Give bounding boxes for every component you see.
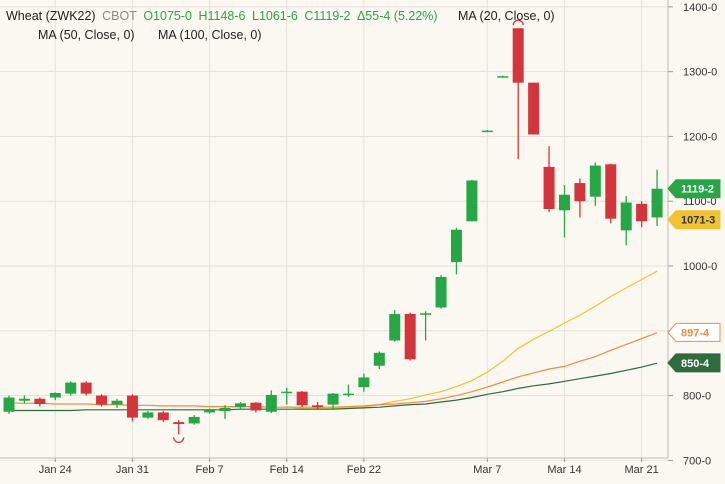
price-label-text: 897-4 — [681, 327, 710, 339]
candle-body — [497, 76, 509, 78]
candle-body — [234, 403, 246, 408]
candle-body — [528, 82, 540, 135]
candle-body — [204, 409, 216, 413]
x-tick-label: Feb 22 — [347, 464, 381, 476]
candle-body — [404, 313, 416, 360]
price-label-ma20: 1071-3 — [667, 210, 721, 230]
candle-body — [96, 395, 108, 405]
price-label-box — [667, 322, 721, 342]
high-marker — [512, 19, 524, 26]
candle-body — [18, 398, 30, 401]
candle-body — [435, 277, 447, 308]
candle-body — [111, 400, 123, 405]
open-value: 1075-0 — [153, 9, 192, 23]
price-label-box — [667, 210, 721, 230]
candle-body — [574, 183, 586, 202]
candles-layer — [3, 28, 663, 435]
legend-ma100[interactable]: MA (100, Close, 0) — [158, 28, 262, 42]
y-tick-label: 1000-0 — [683, 261, 717, 273]
candle-body — [65, 382, 77, 394]
candle-body — [49, 392, 61, 398]
candle-body — [173, 422, 185, 425]
x-tick-label: Mar 14 — [547, 464, 581, 476]
x-tick-label: Feb 7 — [196, 464, 224, 476]
candle-body — [605, 164, 617, 219]
candle-body — [250, 402, 262, 411]
open-label: O — [143, 9, 154, 23]
exchange-label: CBOT — [102, 9, 137, 23]
candle-body — [543, 166, 555, 209]
price-label-text: 1119-2 — [681, 184, 714, 196]
price-label-price: 1119-2 — [667, 179, 721, 199]
y-tick-label: 700-0 — [683, 455, 711, 467]
candle-body — [126, 395, 138, 418]
candle-body — [589, 165, 601, 197]
price-label-ma100: 850-4 — [667, 353, 721, 373]
x-tick-label: Mar 21 — [625, 464, 659, 476]
x-tick-label: Feb 14 — [270, 464, 304, 476]
candle-body — [651, 188, 663, 218]
y-tick-label: 1400-0 — [683, 2, 717, 14]
candle-body — [512, 28, 524, 83]
y-tick-label: 800-0 — [683, 391, 711, 403]
candle-body — [450, 229, 462, 263]
candle-body — [265, 394, 277, 412]
price-label-ma50: 897-4 — [667, 322, 721, 342]
candle-body — [466, 180, 478, 222]
candle-body — [620, 202, 632, 231]
x-tick-label: Jan 24 — [39, 464, 72, 476]
candle-body — [3, 397, 15, 412]
symbol-label: Wheat (ZWK22) — [6, 9, 96, 23]
grid-layer — [0, 0, 668, 461]
high-label: H — [198, 9, 208, 23]
price-label-text: 1071-3 — [681, 215, 715, 227]
ma100-line — [9, 362, 658, 412]
candle-body — [342, 393, 354, 396]
x-tick-label: Mar 7 — [473, 464, 501, 476]
candle-body — [281, 391, 293, 394]
low-marker — [173, 437, 185, 444]
candle-body — [636, 203, 648, 222]
candle-body — [157, 412, 169, 421]
x-tick-label: Jan 31 — [116, 464, 149, 476]
low-label: L — [251, 9, 259, 23]
candle-body — [142, 412, 154, 418]
price-label-box — [667, 179, 721, 199]
change-value: Δ55-4 (5.22%) — [356, 9, 438, 23]
y-tick-label: 1200-0 — [683, 131, 717, 143]
chart-legend-row1: Wheat (ZWK22) CBOT O1075-0 H1148-6 L1061… — [6, 9, 441, 23]
price-label-box — [667, 353, 721, 373]
candle-body — [219, 407, 231, 412]
candle-body — [188, 416, 200, 424]
candle-body — [558, 194, 570, 211]
ma20-line — [286, 270, 658, 410]
y-tick-label: 1300-0 — [683, 67, 717, 79]
candle-body — [327, 393, 339, 405]
candle-body — [312, 405, 324, 408]
candle-body — [80, 382, 92, 394]
low-value: 1061-6 — [258, 9, 298, 23]
candle-body — [296, 391, 308, 406]
candle-body — [34, 398, 46, 404]
legend-ma20[interactable]: MA (20, Close, 0) — [458, 9, 555, 23]
candle-body — [420, 313, 432, 315]
high-value: 1148-6 — [207, 9, 246, 23]
candle-body — [481, 130, 493, 133]
candle-body — [373, 352, 385, 366]
legend-ma50[interactable]: MA (50, Close, 0) — [38, 28, 135, 42]
candle-body — [358, 377, 370, 388]
candle-body — [389, 313, 401, 341]
close-value: 1119-2 — [313, 9, 351, 23]
y-tick-label: 1100-0 — [683, 196, 716, 208]
price-label-text: 850-4 — [681, 358, 710, 370]
close-label: C — [304, 9, 314, 23]
